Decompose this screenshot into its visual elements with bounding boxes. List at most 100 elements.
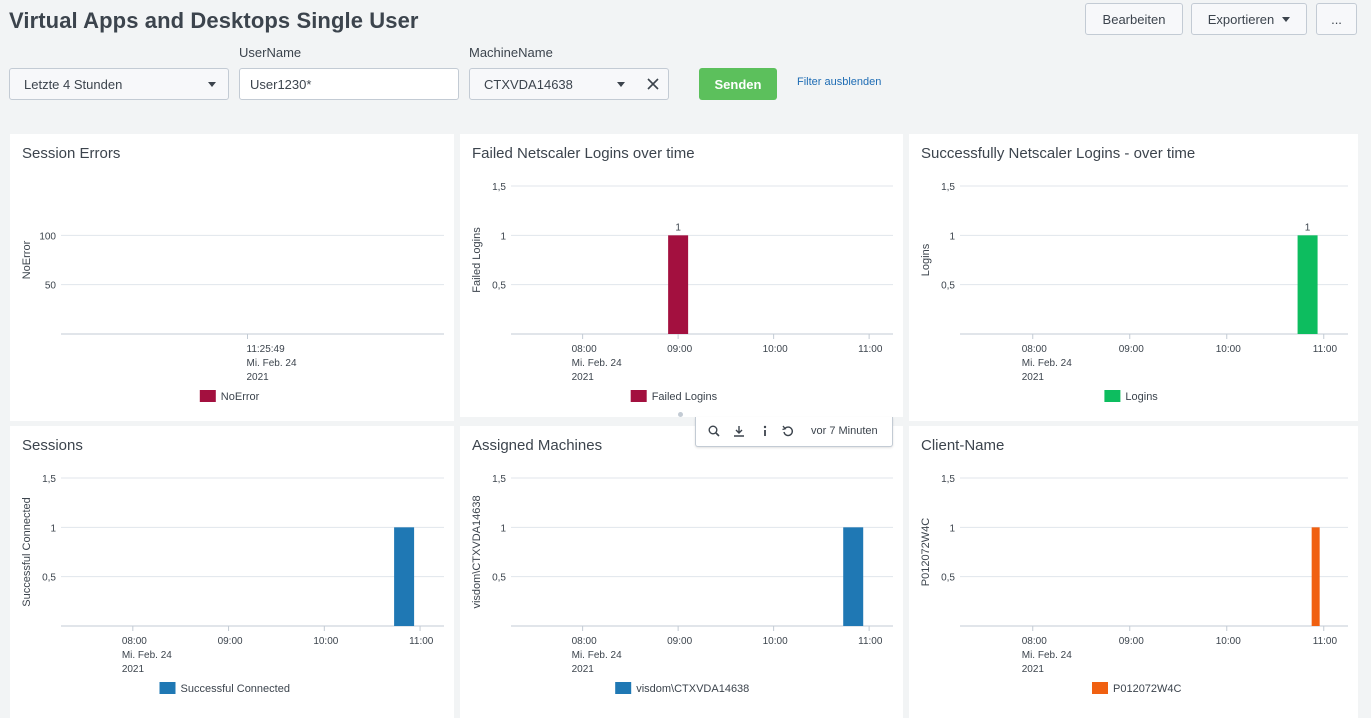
panel-resize-handle[interactable]	[678, 412, 683, 417]
y-axis-label: P012072W4C	[920, 518, 932, 587]
username-label: UserName	[239, 45, 302, 60]
more-button[interactable]: ...	[1316, 3, 1357, 35]
y-tick-label: 1,5	[941, 474, 955, 485]
panel-successful-logins: Successfully Netscaler Logins - over tim…	[909, 134, 1358, 421]
chevron-down-icon	[1282, 16, 1291, 22]
search-icon[interactable]	[708, 425, 720, 440]
x-tick-label: 09:00	[1119, 344, 1144, 355]
x-tick-label: Mi. Feb. 24	[572, 650, 622, 661]
export-button[interactable]: Exportieren	[1191, 3, 1307, 35]
legend-label: Failed Logins	[652, 391, 718, 403]
edit-button[interactable]: Bearbeiten	[1085, 3, 1183, 35]
x-tick-label: 09:00	[667, 344, 692, 355]
x-tick-label: 11:00	[858, 344, 883, 355]
machine-label: MachineName	[469, 45, 553, 60]
bar	[668, 235, 689, 334]
y-tick-label: 50	[45, 281, 57, 292]
chevron-down-icon	[617, 82, 625, 87]
session-errors-chart: 100 50 NoError 11:25:49 Mi. Feb. 24 2021 NoErr…	[21, 231, 444, 403]
y-tick-label: 1,5	[941, 182, 955, 193]
x-tick-label: 11:00	[1313, 344, 1338, 355]
info-icon[interactable]	[759, 425, 771, 440]
panel-title: Failed Netscaler Logins over time	[472, 145, 695, 162]
legend-swatch	[615, 682, 632, 694]
legend-swatch	[630, 390, 647, 402]
machine-dropdown[interactable]: CTXVDA14638	[469, 68, 638, 100]
clear-machine-button[interactable]	[637, 68, 669, 100]
legend-label: visdom\CTXVDA14638	[636, 683, 749, 695]
download-icon[interactable]	[733, 425, 745, 440]
bar	[1311, 527, 1320, 626]
panel-edge	[460, 712, 903, 718]
chevron-down-icon	[208, 82, 216, 87]
y-tick-label: 1	[50, 523, 56, 534]
x-tick-label: 09:00	[667, 636, 692, 647]
x-tick-label: 2021	[572, 664, 595, 675]
panel-title: Session Errors	[22, 145, 121, 162]
machine-value: CTXVDA14638	[484, 76, 573, 92]
bar	[843, 527, 864, 626]
y-tick-label: 100	[39, 231, 56, 242]
hide-filters-link[interactable]: Filter ausblenden	[797, 76, 882, 88]
x-tick-label: 2021	[247, 372, 270, 383]
bar	[1297, 235, 1318, 334]
username-value: User1230*	[250, 76, 312, 92]
time-range-dropdown[interactable]: Letzte 4 Stunden	[9, 68, 229, 100]
panel-failed-logins: Failed Netscaler Logins over time 1,5 1 0,…	[460, 134, 903, 417]
x-tick-label: 11:00	[1313, 636, 1338, 647]
x-tick-label: 08:00	[1022, 636, 1047, 647]
sessions-chart: 1,5 1 0,5 Successful Connected 08:00 Mi. Feb.…	[21, 474, 444, 695]
x-tick-label: Mi. Feb. 24	[122, 650, 172, 661]
x-tick-label: 11:00	[409, 636, 434, 647]
panel-assigned-machines: Assigned Machines 1,5 1 0,5 visdom\CTXVDA14…	[460, 426, 903, 712]
legend-label: P012072W4C	[1113, 683, 1182, 695]
y-axis-label: Failed Logins	[471, 227, 483, 293]
y-tick-label: 1,5	[492, 474, 506, 485]
y-axis-label: NoError	[21, 240, 33, 279]
legend-label: Logins	[1125, 391, 1158, 403]
y-tick-label: 1	[500, 231, 506, 242]
legend-label: Successful Connected	[181, 683, 290, 695]
x-tick-label: 2021	[572, 372, 595, 383]
data-label: 1	[675, 222, 681, 233]
x-tick-label: 10:00	[1216, 344, 1241, 355]
y-tick-label: 1	[949, 231, 955, 242]
failed-logins-chart: 1,5 1 0,5 Failed Logins 08:00 Mi. Feb. 24 2021…	[471, 182, 893, 403]
refresh-icon[interactable]	[782, 425, 794, 440]
y-tick-label: 0,5	[42, 573, 56, 584]
panel-title: Sessions	[22, 437, 83, 454]
x-tick-label: 10:00	[763, 636, 788, 647]
legend-swatch	[1092, 682, 1108, 694]
x-tick-label: Mi. Feb. 24	[1022, 358, 1072, 369]
username-input[interactable]: User1230*	[239, 68, 459, 100]
x-tick-label: 11:00	[858, 636, 883, 647]
legend-swatch	[159, 682, 176, 694]
data-label: 1	[1305, 222, 1311, 233]
x-tick-label: 10:00	[763, 344, 788, 355]
x-tick-label: Mi. Feb. 24	[1022, 650, 1072, 661]
panel-toolbar: vor 7 Minuten	[695, 417, 893, 447]
successful-logins-chart: 1,5 1 0,5 Logins 08:00 Mi. Feb. 24 2021 09:00 10…	[920, 182, 1348, 403]
x-tick-label: 09:00	[1119, 636, 1144, 647]
y-axis-label: Successful Connected	[21, 497, 33, 606]
bar	[394, 527, 415, 626]
y-tick-label: 1,5	[42, 474, 56, 485]
legend-label: NoError	[221, 391, 260, 403]
refresh-time: vor 7 Minuten	[811, 425, 878, 437]
x-tick-label: 10:00	[313, 636, 338, 647]
x-tick-label: Mi. Feb. 24	[247, 358, 297, 369]
panel-edge	[909, 712, 1358, 718]
assigned-machines-chart: 1,5 1 0,5 visdom\CTXVDA14638 08:00 Mi. Feb. 2…	[471, 474, 893, 695]
export-label: Exportieren	[1207, 11, 1275, 27]
y-tick-label: 0,5	[492, 281, 506, 292]
x-tick-label: 10:00	[1216, 636, 1241, 647]
y-tick-label: 1,5	[492, 182, 506, 193]
close-icon	[646, 78, 659, 90]
panel-client-name: Client-Name 1,5 1 0,5 P012072W4C 08:00 Mi. Fe…	[909, 426, 1358, 712]
x-tick-label: 2021	[1022, 664, 1045, 675]
panel-edge	[10, 712, 454, 718]
submit-button[interactable]: Senden	[699, 68, 777, 100]
y-axis-label: visdom\CTXVDA14638	[471, 495, 483, 608]
y-tick-label: 1	[949, 523, 955, 534]
x-tick-label: 08:00	[1022, 344, 1047, 355]
